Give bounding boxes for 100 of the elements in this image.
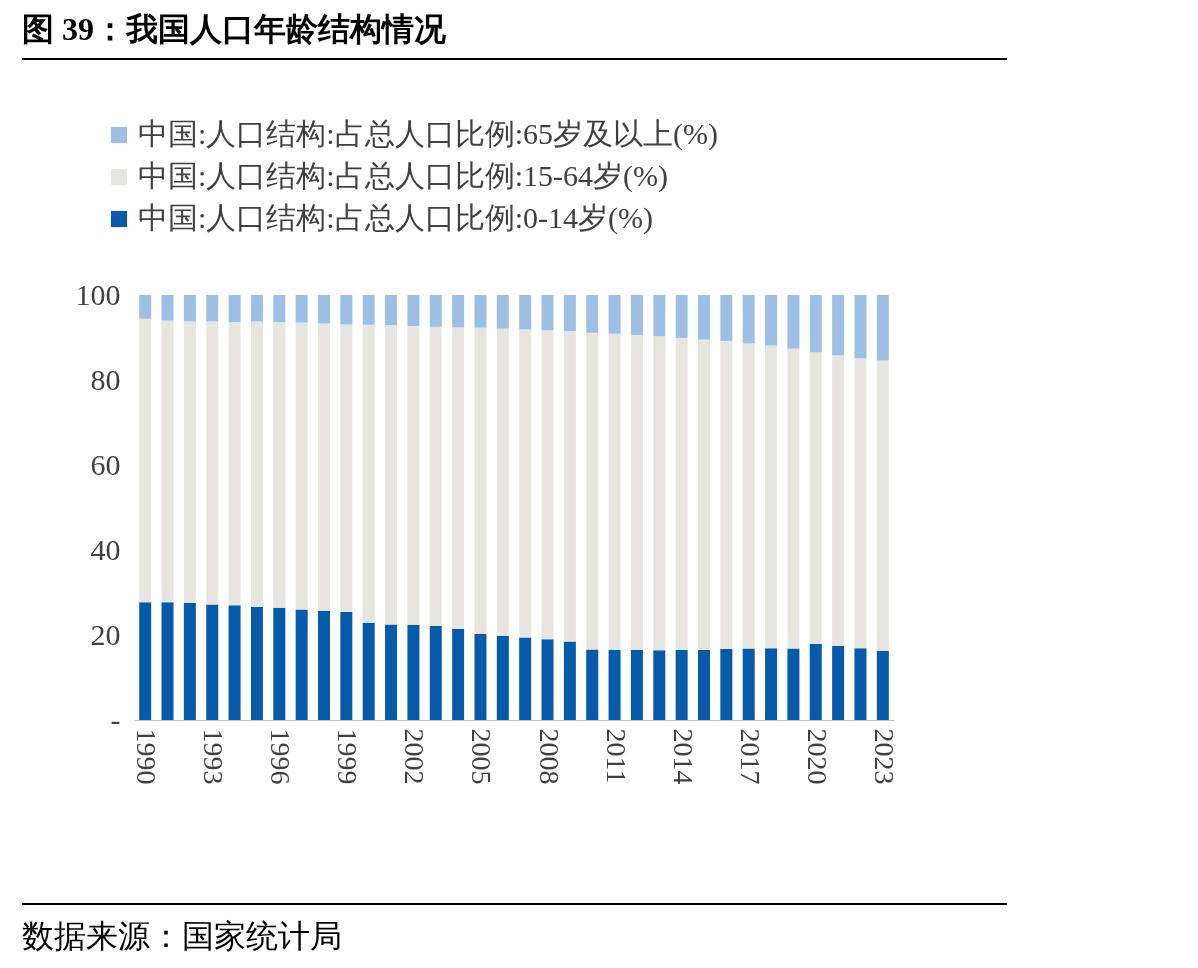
bar: [809, 643, 822, 720]
bar: [385, 295, 398, 326]
bar: [452, 295, 465, 328]
bar: [653, 295, 666, 337]
bar: [876, 360, 889, 651]
bar: [630, 334, 643, 650]
bar: [765, 648, 778, 720]
bar: [876, 650, 889, 720]
bar: [720, 295, 733, 341]
bar: [250, 606, 263, 720]
y-tick-label: 20: [90, 617, 121, 651]
bar: [250, 295, 263, 322]
x-tick-label: 2017: [734, 728, 766, 785]
x-tick-label: 1996: [265, 728, 297, 785]
bar: [563, 331, 576, 642]
bar: [519, 329, 532, 638]
bar: [340, 295, 353, 325]
y-tick-label: 60: [90, 447, 121, 481]
bar: [385, 624, 398, 720]
bar: [742, 343, 755, 649]
bar: [787, 295, 800, 349]
bar: [474, 633, 487, 720]
x-tick-label: 1999: [332, 728, 364, 785]
x-tick-label: 2020: [801, 728, 833, 785]
bar: [698, 649, 710, 720]
bar: [854, 358, 867, 649]
bar: [608, 649, 621, 720]
bar: [295, 609, 308, 720]
bar: [295, 295, 308, 323]
bar: [541, 639, 554, 720]
legend-label: 中国:人口结构:占总人口比例:15-64岁(%): [138, 159, 668, 193]
bar: [742, 295, 755, 344]
bar: [206, 295, 219, 322]
bar: [608, 295, 621, 334]
bar: [541, 330, 554, 640]
bar: [474, 295, 487, 328]
y-tick-label: 80: [90, 362, 121, 396]
bar: [318, 323, 330, 611]
bar: [809, 295, 822, 353]
bar: [273, 607, 286, 720]
bar: [407, 295, 420, 327]
bar: [161, 295, 174, 321]
bar: [653, 650, 666, 720]
bar: [206, 604, 219, 720]
bar: [139, 602, 152, 720]
bar: [720, 649, 733, 720]
bar: [832, 355, 845, 646]
bar: [765, 345, 778, 649]
bar: [742, 648, 755, 720]
bar: [563, 641, 576, 720]
bar: [496, 295, 509, 329]
bar: [541, 295, 554, 331]
y-tick-label: 100: [75, 277, 121, 311]
x-tick-label: 2008: [533, 728, 565, 785]
bar: [228, 605, 241, 720]
bar: [429, 326, 442, 627]
bar: [295, 322, 308, 610]
bar: [698, 295, 710, 340]
source-note: 数据来源：国家统计局: [22, 903, 1007, 959]
x-tick-label: 2023: [868, 728, 900, 785]
x-tick-label: 2011: [600, 728, 632, 784]
bar: [586, 295, 599, 333]
bar: [675, 295, 688, 338]
bar: [318, 295, 330, 324]
bar: [183, 321, 196, 603]
bar: [653, 336, 666, 651]
bar: [273, 295, 286, 323]
bar: [362, 622, 375, 720]
bar: [698, 339, 710, 650]
bar: [630, 649, 643, 720]
legend-label: 中国:人口结构:占总人口比例:0-14岁(%): [138, 201, 653, 235]
x-tick-label: 2002: [399, 728, 431, 785]
x-tick-label: 2014: [667, 728, 699, 785]
bar: [675, 337, 688, 650]
bar: [452, 327, 465, 629]
y-tick-label: 40: [90, 532, 121, 566]
bar: [496, 635, 509, 720]
bar: [183, 602, 196, 720]
bar: [720, 340, 733, 650]
bar: [854, 648, 867, 720]
legend-label: 中国:人口结构:占总人口比例:65岁及以上(%): [138, 117, 718, 151]
x-tick-label: 2005: [466, 728, 498, 785]
bar: [385, 325, 398, 625]
bar: [340, 324, 353, 613]
bar: [519, 637, 532, 720]
bar: [832, 295, 845, 356]
bar: [452, 628, 465, 720]
bar: [787, 348, 800, 649]
x-tick-label: 1990: [131, 728, 163, 785]
bar: [429, 295, 442, 327]
bar: [854, 295, 867, 359]
bar: [139, 295, 152, 319]
bar: [832, 645, 845, 720]
chart-title: 图 39：我国人口年龄结构情况: [22, 8, 1007, 60]
bar: [608, 333, 621, 650]
bar: [273, 322, 286, 608]
bar: [161, 320, 174, 603]
bar: [765, 295, 778, 346]
y-tick-label: -: [110, 702, 121, 736]
bar: [340, 612, 353, 720]
